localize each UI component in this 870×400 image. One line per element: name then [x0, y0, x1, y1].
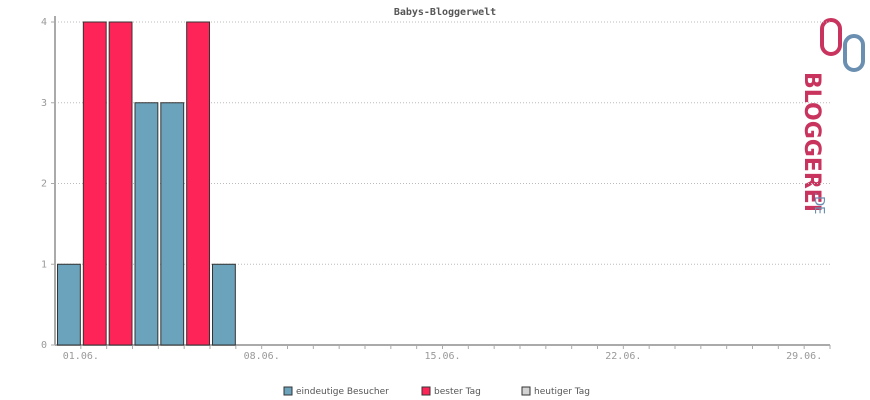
- x-tick-label: 22.06.: [605, 351, 641, 362]
- bar: [186, 21, 211, 346]
- bar: [160, 102, 185, 346]
- bar: [212, 263, 236, 346]
- legend-label: eindeutige Besucher: [296, 387, 389, 397]
- legend-swatch: [283, 386, 293, 396]
- legend-swatch: [521, 386, 531, 396]
- y-tick-label: 2: [41, 179, 47, 190]
- logo: BLOGGEREI .DE: [799, 18, 865, 214]
- x-tick-label: 15.06.: [424, 351, 460, 362]
- x-tick-label: 08.06.: [244, 351, 280, 362]
- y-tick-label: 0: [41, 340, 47, 351]
- y-tick-label: 3: [41, 98, 47, 109]
- legend-swatch: [421, 386, 431, 396]
- chart-title: Babys-Bloggerwelt: [394, 7, 496, 18]
- bar: [82, 21, 107, 346]
- y-tick-label: 1: [41, 259, 47, 270]
- y-tick-label: 4: [41, 17, 47, 28]
- logo-icon: [843, 34, 865, 72]
- x-tick-label: 29.06.: [786, 351, 822, 362]
- logo-text: BLOGGEREI: [799, 72, 824, 212]
- bar: [57, 263, 81, 346]
- legend-label: bester Tag: [434, 387, 481, 397]
- bar: [108, 21, 133, 346]
- legend-label: heutiger Tag: [534, 387, 590, 397]
- logo-suffix: .DE: [811, 192, 826, 214]
- bar: [134, 102, 159, 346]
- logo-icon: [820, 18, 842, 56]
- x-tick-label: 01.06.: [63, 351, 99, 362]
